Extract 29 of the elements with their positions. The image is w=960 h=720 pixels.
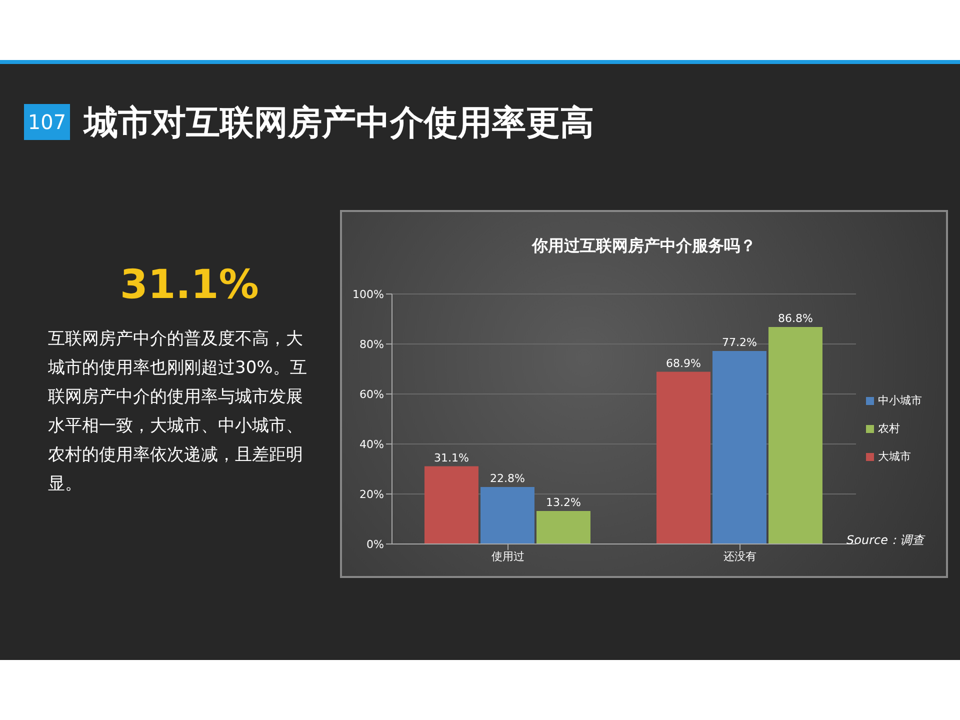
- y-tick-label: 80%: [360, 338, 384, 351]
- data-label: 68.9%: [666, 356, 701, 370]
- data-label: 31.1%: [434, 451, 469, 464]
- bar: [480, 487, 534, 544]
- bar: [712, 351, 766, 544]
- annotation: Source：调查: [846, 532, 924, 549]
- x-tick-label: 还没有: [724, 550, 756, 563]
- data-label: 77.2%: [722, 336, 757, 349]
- text: 31.1%: [120, 262, 259, 308]
- chart-title: 城市对互联网房产中介使用率更高: [84, 102, 594, 145]
- data-label: 86.8%: [778, 312, 813, 325]
- data-label: 22.8%: [490, 472, 525, 485]
- y-tick-label: 40%: [360, 438, 384, 451]
- bar: [424, 466, 478, 544]
- text: 互联网房产中介的普及度不高，大城市的使用率也刚刚超过30%。互联网房产中介的使用率与城市发展水平相一致，大城市、中小城市、农村的使用率依次递减，且差距明显。: [48, 328, 308, 496]
- legend-label: 农村: [878, 422, 900, 435]
- y-tick-label: 20%: [360, 488, 384, 501]
- legend-label: 中小城市: [878, 394, 922, 407]
- data-label: 13.2%: [546, 496, 581, 509]
- x-tick-label: 使用过: [492, 550, 524, 563]
- bar: [768, 327, 822, 544]
- y-tick-label: 100%: [352, 288, 384, 301]
- bar: [656, 372, 710, 544]
- legend-label: 大城市: [878, 450, 911, 463]
- y-tick-label: 60%: [360, 388, 384, 401]
- y-tick-label: 0%: [366, 538, 384, 551]
- text: 107: [24, 104, 70, 140]
- bar: [536, 511, 590, 544]
- chart-subtitle: 你用过互联网房产中介服务吗？: [530, 236, 757, 257]
